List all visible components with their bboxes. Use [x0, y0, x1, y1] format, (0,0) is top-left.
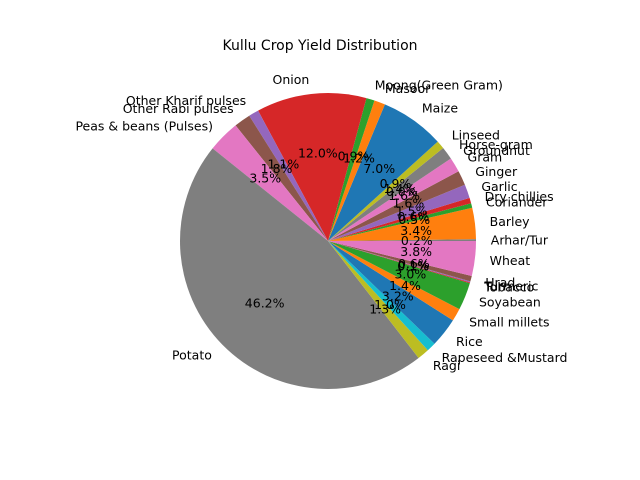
category-label-linseed: Linseed [452, 128, 500, 143]
category-label-rice: Rice [456, 334, 483, 349]
slice-maize [328, 104, 438, 241]
pct-label-rapeseed-mustard: 1.0% [374, 297, 406, 312]
category-label-masoor: Masoor [385, 81, 431, 96]
percent-labels: 0.2%3.4%0.5%0.6%1.5%1.6%1.6%0.0%1.4%0.9%… [245, 145, 433, 316]
slice-soyabean [328, 241, 470, 310]
category-label-gram: Gram [468, 150, 503, 165]
slice-ginger [328, 171, 465, 241]
pct-label-ragi: 1.3% [369, 301, 401, 316]
pct-label-rice: 3.2% [382, 288, 414, 303]
slice-gram [328, 158, 459, 241]
category-label-arhar-tur: Arhar/Tur [491, 232, 549, 247]
category-label-potato: Potato [172, 348, 212, 363]
category-label-ragi: Ragi [433, 358, 460, 373]
pct-label-arhar-tur: 0.2% [401, 233, 433, 248]
pct-label-dry-chillies: 0.6% [398, 209, 430, 224]
slice-other-kharif-pulses [249, 110, 328, 242]
slice-barley [328, 207, 476, 241]
pie-slices [180, 93, 476, 389]
pct-label-groundnut: 0.0% [386, 184, 418, 199]
slice-dry-chillies [328, 197, 472, 241]
slice-rice [328, 241, 453, 344]
category-label-soyabean: Soyabean [479, 294, 541, 309]
category-label-urad: Urad [485, 275, 515, 290]
category-label-coriander: Coriander [486, 194, 548, 209]
pct-label-soyabean: 3.0% [394, 267, 426, 282]
pct-label-urad: 0.6% [398, 256, 430, 271]
slice-potato [180, 148, 419, 389]
category-label-ginger: Ginger [475, 164, 518, 179]
pct-label-tobacco: 0.1% [397, 259, 429, 274]
slice-turmeric [328, 241, 471, 283]
pct-label-ginger: 1.6% [392, 196, 424, 211]
slice-wheat [328, 241, 476, 277]
category-label-maize: Maize [422, 101, 458, 116]
pct-label-barley: 3.4% [400, 223, 432, 238]
category-label-moong-green-gram: Moong(Green Gram) [375, 78, 503, 93]
pct-label-wheat: 3.8% [400, 244, 432, 259]
slice-ragi [328, 241, 428, 359]
slice-coriander [328, 203, 473, 241]
pct-label-peas-beans-pulses: 3.5% [249, 171, 281, 186]
category-label-peas-beans-pulses: Peas & beans (Pulses) [75, 118, 213, 133]
pct-label-linseed: 0.9% [380, 176, 412, 191]
category-label-other-rabi-pulses: Other Rabi pulses [123, 101, 234, 116]
chart-title: Kullu Crop Yield Distribution [222, 38, 417, 54]
pct-label-turmeric: 0.1% [397, 258, 429, 273]
pct-label-maize: 7.0% [363, 161, 395, 176]
pct-label-gram: 1.6% [388, 188, 420, 203]
pct-label-garlic: 1.5% [396, 204, 428, 219]
pct-label-other-rabi-pulses: 1.8% [261, 161, 293, 176]
category-label-onion: Onion [273, 72, 310, 87]
category-label-garlic: Garlic [481, 179, 517, 194]
category-label-groundnut: Groundnut [463, 143, 530, 158]
category-label-horse-gram: Horse-gram [459, 137, 533, 152]
slice-rapeseed-mustard [328, 241, 435, 351]
slice-peas-beans-pulses [212, 125, 328, 241]
slice-garlic [328, 184, 470, 241]
slice-masoor [328, 100, 385, 242]
pct-label-small-millets: 1.4% [389, 278, 421, 293]
slice-onion [258, 93, 367, 241]
pct-label-moong-green-gram: 0.9% [338, 148, 370, 163]
slice-horse-gram [328, 148, 451, 241]
pct-label-coriander: 0.5% [398, 212, 430, 227]
category-label-rapeseed-mustard: Rapeseed &Mustard [442, 350, 568, 365]
pct-label-other-kharif-pulses: 1.1% [267, 157, 299, 172]
category-label-wheat: Wheat [490, 253, 531, 268]
category-label-dry-chillies: Dry chillies [485, 189, 554, 204]
slice-linseed [328, 141, 444, 241]
pct-label-potato: 46.2% [245, 296, 285, 311]
slice-small-millets [328, 241, 460, 321]
category-label-small-millets: Small millets [469, 315, 549, 330]
category-label-barley: Barley [490, 214, 531, 229]
pct-label-onion: 12.0% [298, 145, 338, 160]
slice-moong-green-gram [328, 98, 375, 241]
slice-tobacco [328, 241, 471, 284]
slice-urad [328, 241, 472, 282]
pct-label-horse-gram: 1.4% [384, 181, 416, 196]
slice-other-rabi-pulses [235, 115, 328, 241]
slice-arhar-tur [328, 239, 476, 241]
pct-label-masoor: 1.2% [343, 150, 375, 165]
category-label-tobacco: Tobacco [483, 279, 534, 294]
category-label-turmeric: Turmeric [483, 278, 538, 293]
category-label-other-kharif-pulses: Other Kharif pulses [126, 93, 246, 108]
